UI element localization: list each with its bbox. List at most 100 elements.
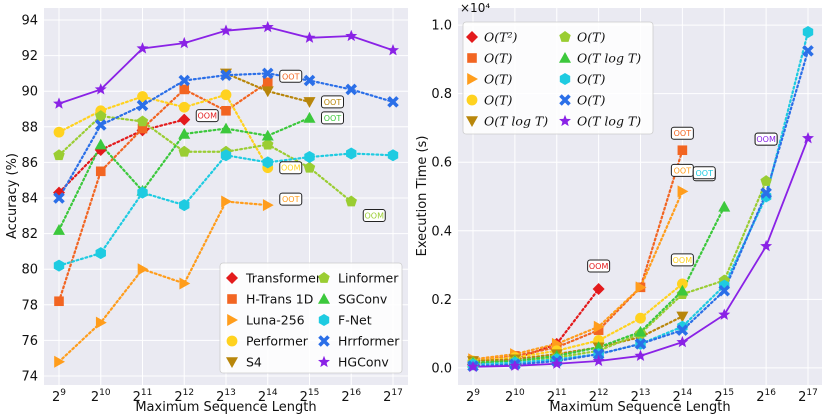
accuracy-line-linformer xyxy=(57,114,353,203)
accuracy-point-sgconv xyxy=(261,129,274,141)
accuracy-point-f-net xyxy=(346,147,357,160)
time-axis-ticks: 0.0 0.2 0.4 0.6 0.8 1.0 29 210 211 212 213 214 215 21… xyxy=(431,19,818,405)
accuracy-point-performer xyxy=(53,126,65,138)
time-point-hgconv xyxy=(467,360,479,372)
accuracy-y-tick-label: 86 xyxy=(21,156,38,171)
time-y-scale-label: ×10⁴ xyxy=(460,1,490,15)
accuracy-point-hgconv xyxy=(345,29,358,42)
time-status-notes: OOMOOTOOTOOMOOMOOTOOTOOM xyxy=(587,126,778,273)
accuracy-point-h-trans-1d xyxy=(54,296,64,307)
time-note-performer: OOM xyxy=(670,253,694,267)
accuracy-note-linformer: OOM xyxy=(362,209,386,223)
accuracy-y-tick-label: 76 xyxy=(21,334,38,349)
accuracy-note-h-trans-1d: OOT xyxy=(279,69,303,83)
accuracy-x-tick-label: 217 xyxy=(383,388,403,405)
accuracy-point-s4 xyxy=(261,86,274,98)
time-line-luna-256 xyxy=(471,190,684,361)
time-point-hrrformer xyxy=(592,348,605,360)
time-legend-label: O(T) xyxy=(484,51,512,66)
accuracy-legend-label: SGConv xyxy=(338,292,388,307)
accuracy-point-hrrformer xyxy=(303,74,316,87)
accuracy-y-tick-label: 84 xyxy=(21,192,38,207)
time-legend-label: O(T log T) xyxy=(577,51,641,66)
accuracy-legend-label: Hrrformer xyxy=(338,334,400,349)
time-legend-entry-hrrformer: O(T) xyxy=(559,93,605,108)
accuracy-legend-entry-hgconv: HGConv xyxy=(318,355,389,370)
time-point-hrrformer xyxy=(634,338,647,350)
time-legend-entry-s4: O(T log T) xyxy=(466,114,548,129)
accuracy-legend-marker-luna-256 xyxy=(227,314,238,326)
time-note-text: OOM xyxy=(673,256,693,265)
accuracy-point-s4 xyxy=(303,97,316,108)
time-legend-label: O(T) xyxy=(484,93,512,108)
execution-time-chart: OOMOOTOOTOOMOOMOOTOOTOOM 0.00.20.40.60.8… xyxy=(415,1,822,415)
time-legend-marker-s4 xyxy=(466,116,478,127)
accuracy-x-tick-label: 213 xyxy=(216,388,236,405)
accuracy-line-transformer xyxy=(57,118,186,194)
accuracy-y-axis-label: Accuracy (%) xyxy=(5,153,20,239)
accuracy-point-f-net xyxy=(304,151,315,164)
accuracy-point-hgconv xyxy=(220,24,232,36)
time-point-h-trans-1d xyxy=(677,145,688,156)
time-point-hgconv xyxy=(508,359,521,371)
time-y-tick-label: 0.0 xyxy=(431,361,452,376)
accuracy-legend-marker-transformer xyxy=(226,272,238,284)
time-point-hgconv xyxy=(760,239,773,252)
accuracy-y-tick-label: 80 xyxy=(21,263,38,278)
time-legend-label: O(T) xyxy=(484,72,512,87)
time-x-tick-label: 216 xyxy=(756,388,776,405)
time-x-axis-label: Maximum Sequence Length xyxy=(549,400,730,415)
time-point-sgconv xyxy=(718,200,731,212)
accuracy-point-f-net xyxy=(220,149,232,162)
time-point-luna-256 xyxy=(677,185,689,198)
accuracy-x-tick-label: 211 xyxy=(133,388,153,405)
accuracy-status-notes: OOM OOT OOT OOM OOT OOM OOT xyxy=(195,69,386,223)
accuracy-x-tick-label: 216 xyxy=(341,388,361,405)
time-x-tick-label: 217 xyxy=(798,388,818,405)
time-point-hrrformer xyxy=(802,45,814,57)
accuracy-point-luna-256 xyxy=(221,195,232,208)
time-point-transformer xyxy=(592,283,605,296)
accuracy-legend-entry-luna-256: Luna-256 xyxy=(227,313,305,328)
accuracy-point-linformer xyxy=(262,138,274,150)
time-y-tick-label: 1.0 xyxy=(431,19,452,34)
accuracy-legend-marker-linformer xyxy=(318,272,330,283)
time-note-text: OOM xyxy=(589,262,609,271)
accuracy-note-transformer: OOM xyxy=(195,109,219,123)
accuracy-legend-entry-h-trans-1d: H-Trans 1D xyxy=(227,292,313,307)
accuracy-point-luna-256 xyxy=(95,316,107,329)
time-legend-marker-sgconv xyxy=(559,52,571,63)
time-legend-entry-luna-256: O(T) xyxy=(467,72,512,87)
time-point-hgconv xyxy=(550,357,563,369)
time-x-tick-label: 211 xyxy=(547,388,567,405)
accuracy-legend-label: Linformer xyxy=(338,271,399,286)
accuracy-point-hrrformer xyxy=(94,119,107,131)
accuracy-x-tick-label: 210 xyxy=(91,388,111,405)
time-legend-label: O(T log T) xyxy=(577,114,641,129)
time-note-text: OOT xyxy=(674,129,692,138)
accuracy-legend-label: Luna-256 xyxy=(246,313,305,328)
accuracy-y-tick-label: 82 xyxy=(21,227,38,242)
time-point-h-trans-1d xyxy=(593,325,604,335)
time-legend-box xyxy=(462,21,654,135)
accuracy-point-h-trans-1d xyxy=(95,166,106,177)
accuracy-point-hgconv xyxy=(94,83,107,95)
time-legend-marker-f-net xyxy=(559,73,571,85)
accuracy-note-sgconv: OOT xyxy=(321,111,344,125)
time-note-f-net: OOT xyxy=(692,166,716,180)
accuracy-point-luna-256 xyxy=(262,199,274,212)
time-y-tick-label: 0.6 xyxy=(431,156,452,171)
time-note-hgconv: OOM xyxy=(754,132,778,146)
accuracy-legend-entry-linformer: Linformer xyxy=(318,271,399,286)
time-x-tick-label: 29 xyxy=(466,388,480,405)
accuracy-point-hrrformer xyxy=(387,96,399,108)
accuracy-note-text: OOM xyxy=(365,212,385,221)
accuracy-point-sgconv xyxy=(94,138,107,150)
time-note-text: OOT xyxy=(674,166,692,175)
accuracy-point-hrrformer xyxy=(261,67,274,80)
accuracy-point-hgconv xyxy=(178,36,191,49)
time-note-text: OOM xyxy=(756,135,776,144)
time-x-tick-label: 210 xyxy=(505,388,525,405)
time-y-tick-label: 0.8 xyxy=(431,87,452,102)
accuracy-y-tick-label: 88 xyxy=(21,120,38,135)
